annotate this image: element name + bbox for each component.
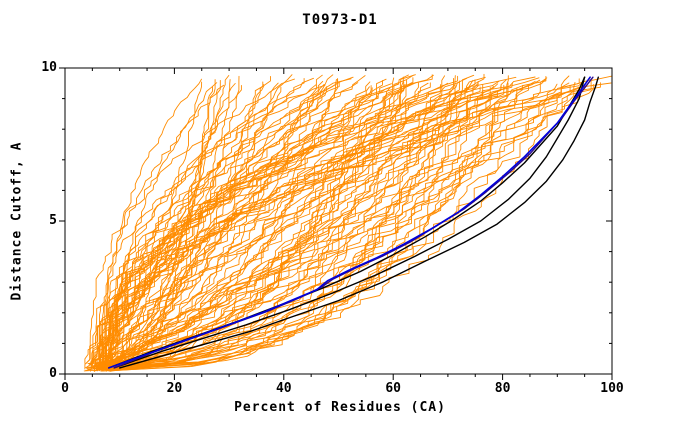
x-tick-label-20: 20 [166, 381, 183, 396]
x-tick-label-80: 80 [494, 381, 511, 396]
ensemble-curve [95, 80, 584, 366]
y-tick-label-10: 10 [41, 60, 57, 75]
ensemble-curve [95, 82, 417, 370]
ensemble-curve [96, 77, 548, 370]
x-tick-label-0: 0 [61, 381, 69, 396]
ensemble-curve [100, 85, 523, 372]
ensemble-curve [86, 75, 240, 369]
ensemble-curve [109, 86, 327, 367]
ensemble-curve [105, 81, 371, 367]
ensemble-curve [89, 83, 406, 364]
ensemble-curve [109, 76, 486, 369]
ensemble-curve [88, 80, 500, 365]
ensemble-curve [105, 78, 202, 372]
ensemble-curve [95, 82, 279, 371]
highlight-curve-2 [113, 76, 586, 369]
ensemble-curve [85, 76, 354, 368]
ensemble-curve [108, 75, 613, 369]
highlight-curve-5 [108, 76, 591, 369]
ensemble-curve [108, 75, 456, 372]
ensemble-curve [84, 74, 434, 370]
plot-title: T0973-D1 [302, 12, 378, 28]
ensemble-curve [98, 78, 387, 370]
ensemble-curve [102, 81, 576, 367]
ensemble-curve [96, 74, 475, 368]
ensemble-curve [87, 77, 395, 370]
x-tick-label-60: 60 [385, 381, 402, 396]
ensemble-curve [114, 82, 509, 369]
ensemble-curve [98, 82, 431, 370]
ensemble-curve [92, 79, 231, 368]
ensemble-curve [92, 85, 571, 370]
ensemble-curve [93, 82, 449, 367]
y-tick-label-0: 0 [49, 366, 57, 381]
ensemble-curve [97, 87, 491, 370]
ensemble-curve [94, 74, 409, 372]
ensemble-curve [102, 79, 476, 367]
ensemble-curve [85, 78, 295, 364]
ensemble-curve [99, 78, 593, 370]
x-tick-label-100: 100 [600, 381, 624, 396]
ensemble-curve [85, 79, 507, 371]
ensemble-curve [107, 75, 459, 370]
ensemble-curve [110, 81, 203, 372]
ensemble-curve [110, 84, 442, 368]
ensemble-curve [94, 82, 513, 368]
ensemble-curve [107, 81, 405, 368]
ensemble-curve [117, 79, 541, 369]
ensemble-curve [97, 80, 383, 372]
ensemble-curve [105, 83, 400, 370]
highlight-curve-1 [118, 76, 599, 369]
ensemble-curve [100, 78, 352, 365]
ensemble-curve [97, 82, 570, 368]
ensemble-curve [101, 86, 213, 367]
x-axis-label: Percent of Residues (CA) [234, 400, 446, 415]
ensemble-curve [102, 84, 225, 365]
y-tick-label-5: 5 [49, 213, 57, 228]
ensemble-curve [93, 84, 317, 369]
ensemble-curve [105, 77, 540, 369]
ensemble-curve [107, 74, 293, 367]
ensemble-curve [106, 84, 325, 369]
ensemble-curve [93, 85, 372, 366]
ensemble-curve [103, 80, 324, 367]
ensemble-curve [104, 73, 485, 365]
ensemble-curve [110, 82, 218, 369]
ensemble-curve [109, 75, 446, 369]
ensemble-curve [88, 76, 404, 365]
x-tick-label-40: 40 [275, 381, 292, 396]
